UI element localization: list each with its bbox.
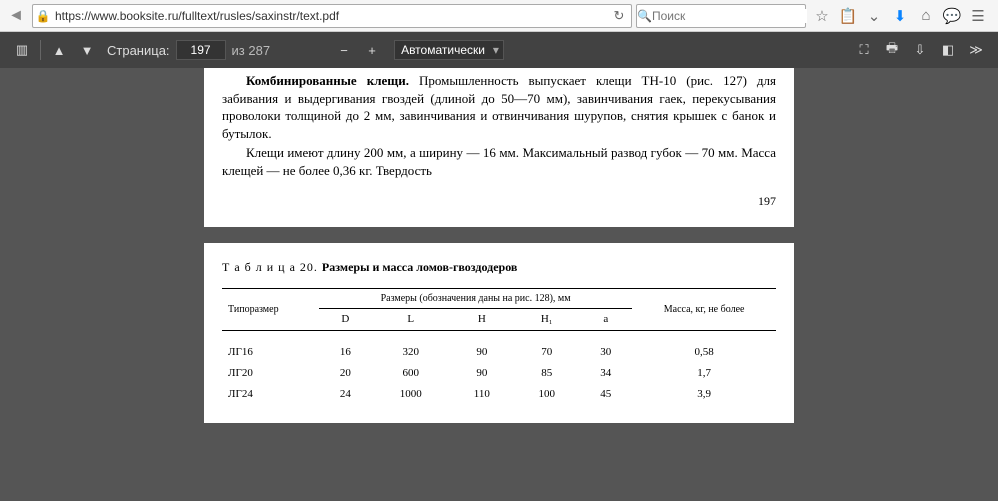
- table-cell: 30: [579, 331, 632, 363]
- zoom-select[interactable]: Автоматически: [394, 40, 504, 60]
- url-text: https://www.booksite.ru/fulltext/rusles/…: [53, 9, 607, 23]
- page-number: 197: [222, 193, 776, 209]
- table-cell: 24: [319, 384, 372, 405]
- page-up-button[interactable]: ▲: [45, 36, 73, 64]
- table-cell: 85: [514, 363, 579, 384]
- sub-header: H: [450, 309, 514, 331]
- clipboard-icon[interactable]: 📋: [836, 4, 860, 28]
- back-button[interactable]: ◄: [4, 4, 28, 28]
- table-cell: 90: [450, 331, 514, 363]
- table-cell: 45: [579, 384, 632, 405]
- reload-button[interactable]: ↻: [607, 8, 631, 24]
- home-icon[interactable]: ⌂: [914, 4, 938, 28]
- col-header: Размеры (обозначения даны на рис. 128), …: [319, 288, 632, 309]
- table-cell: 70: [514, 331, 579, 363]
- chat-icon[interactable]: 💬: [940, 4, 964, 28]
- pdf-page-198: Т а б л и ц а 20. Размеры и масса ломов-…: [204, 243, 794, 422]
- zoom-in-button[interactable]: +: [358, 36, 386, 64]
- address-bar[interactable]: 🔒 https://www.booksite.ru/fulltext/rusle…: [32, 4, 632, 28]
- sub-header: D: [319, 309, 372, 331]
- table-cell: ЛГ16: [222, 331, 319, 363]
- toolbar-icons: ☆ 📋 ⌄ ⬇ ⌂ 💬 ☰: [806, 4, 994, 28]
- sub-header: a: [579, 309, 632, 331]
- table-cell: 1,7: [632, 363, 776, 384]
- sub-header: L: [372, 309, 450, 331]
- paragraph: Клещи имеют длину 200 мм, а ширину — 16 …: [222, 144, 776, 179]
- star-icon[interactable]: ☆: [810, 4, 834, 28]
- table-cell: ЛГ24: [222, 384, 319, 405]
- tools-button[interactable]: ≫: [962, 36, 990, 64]
- sidebar-toggle[interactable]: ▥: [8, 36, 36, 64]
- table-row: ЛГ24241000110100453,9: [222, 384, 776, 405]
- paragraph: Комбинированные клещи. Промышленность вы…: [222, 72, 776, 142]
- sub-header: H₁: [514, 309, 579, 331]
- browser-toolbar: ◄ 🔒 https://www.booksite.ru/fulltext/rus…: [0, 0, 998, 32]
- page-label: Страница:: [107, 43, 170, 58]
- download-icon[interactable]: ⬇: [888, 4, 912, 28]
- menu-icon[interactable]: ☰: [966, 4, 990, 28]
- page-number-input[interactable]: [176, 40, 226, 60]
- pocket-icon[interactable]: ⌄: [862, 4, 886, 28]
- page-total: из 287: [232, 43, 271, 58]
- table-cell: 110: [450, 384, 514, 405]
- table-cell: 100: [514, 384, 579, 405]
- page-down-button[interactable]: ▼: [73, 36, 101, 64]
- table-cell: 16: [319, 331, 372, 363]
- fullscreen-button[interactable]: ⛶: [850, 36, 878, 64]
- table-cell: 600: [372, 363, 450, 384]
- table-cell: 1000: [372, 384, 450, 405]
- table-row: ЛГ20206009085341,7: [222, 363, 776, 384]
- print-button[interactable]: 🖶: [878, 36, 906, 64]
- document-viewport[interactable]: Комбинированные клещи. Промышленность вы…: [0, 68, 998, 501]
- table-cell: 20: [319, 363, 372, 384]
- col-header: Типоразмер: [222, 288, 319, 330]
- search-box[interactable]: 🔍: [636, 4, 806, 28]
- table-cell: ЛГ20: [222, 363, 319, 384]
- table-cell: 320: [372, 331, 450, 363]
- zoom-out-button[interactable]: −: [330, 36, 358, 64]
- data-table: Типоразмер Размеры (обозначения даны на …: [222, 288, 776, 405]
- table-caption: Т а б л и ц а 20. Размеры и масса ломов-…: [222, 259, 776, 275]
- table-cell: 90: [450, 363, 514, 384]
- lock-icon: 🔒: [33, 9, 53, 23]
- table-cell: 0,58: [632, 331, 776, 363]
- download-pdf-button[interactable]: ⇩: [906, 36, 934, 64]
- search-icon: 🔍: [637, 9, 652, 23]
- search-input[interactable]: [652, 9, 807, 23]
- table-cell: 3,9: [632, 384, 776, 405]
- table-row: ЛГ16163209070300,58: [222, 331, 776, 363]
- pdf-page-197: Комбинированные клещи. Промышленность вы…: [204, 68, 794, 227]
- table-cell: 34: [579, 363, 632, 384]
- col-header: Масса, кг, не более: [632, 288, 776, 330]
- bookmark-button[interactable]: ◧: [934, 36, 962, 64]
- pdf-toolbar: ▥ ▲ ▼ Страница: из 287 − + Автоматически…: [0, 32, 998, 68]
